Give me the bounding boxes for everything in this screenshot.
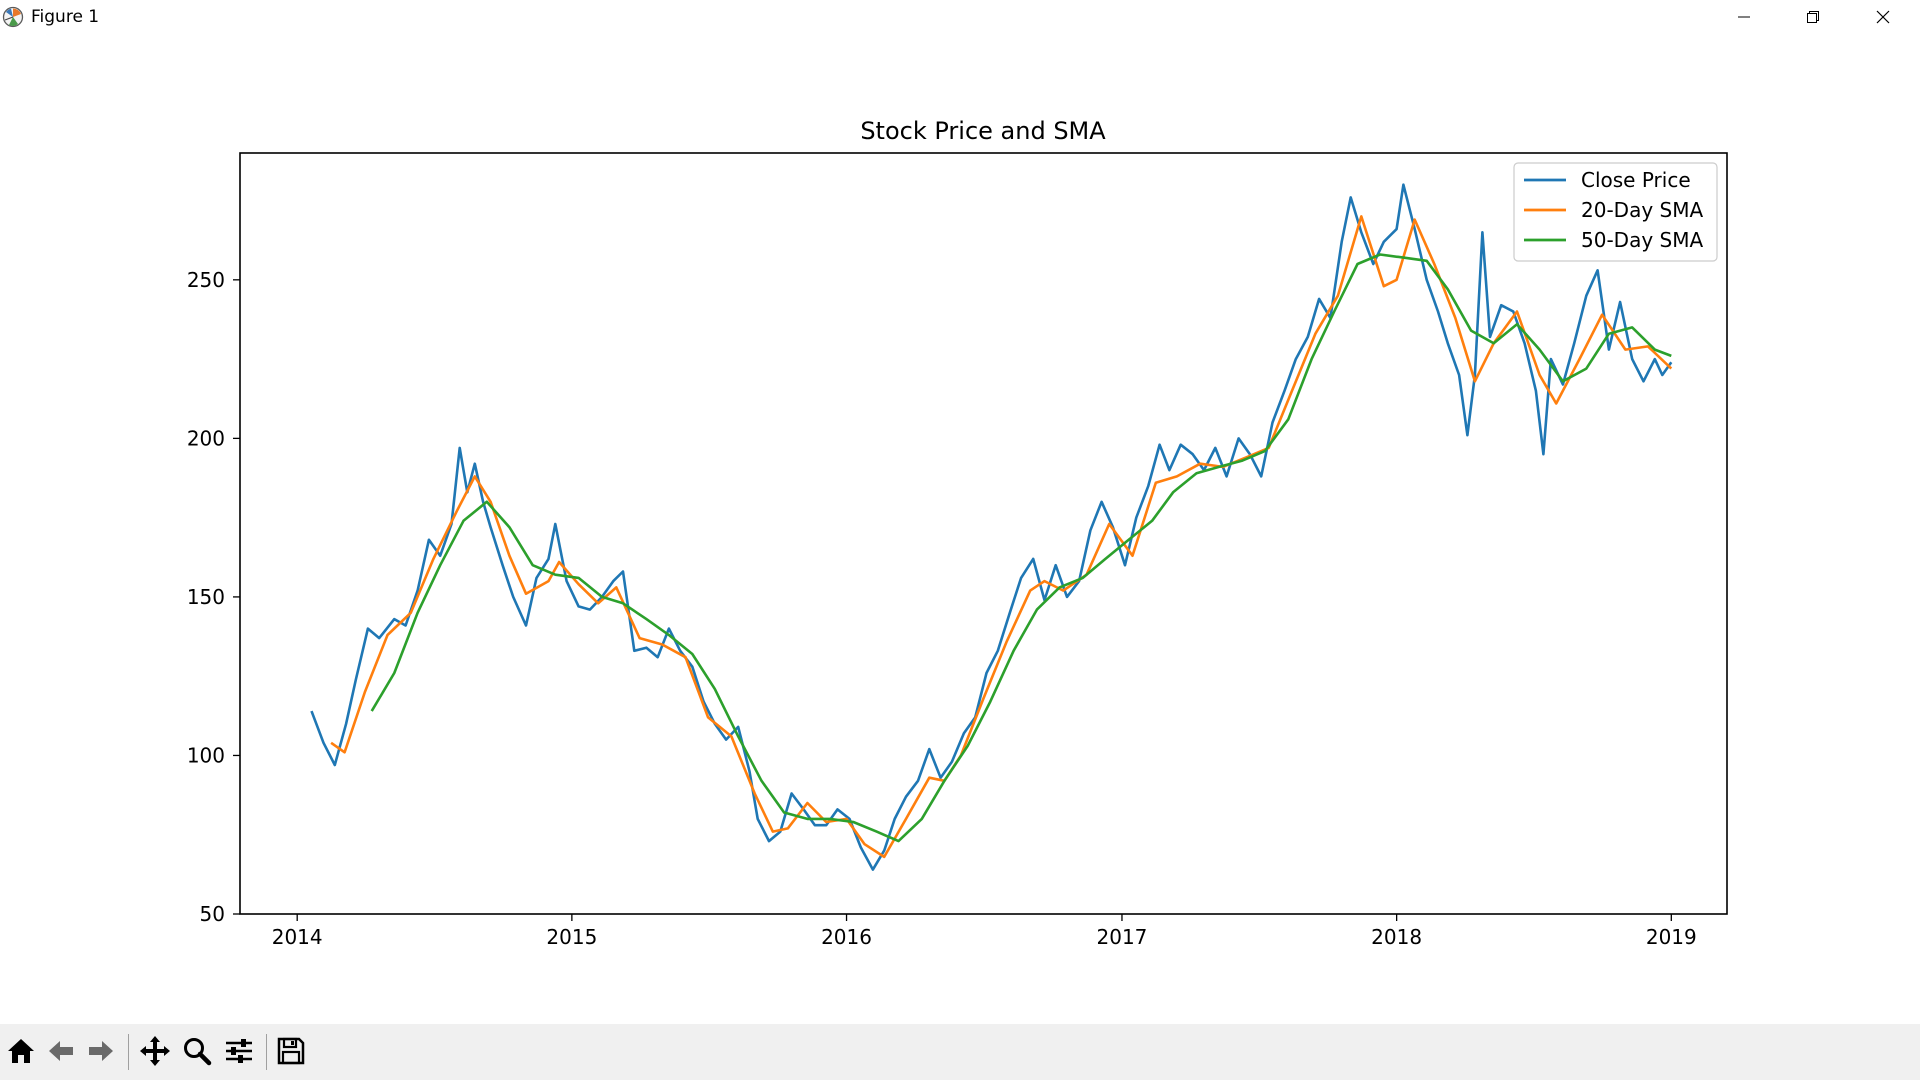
y-tick-label: 50: [200, 902, 225, 926]
y-tick-label: 250: [187, 268, 225, 292]
x-tick-label: 2016: [821, 925, 872, 949]
window-titlebar: Figure 1: [0, 0, 1920, 34]
legend-box: [1513, 162, 1718, 262]
maximize-button[interactable]: [1779, 0, 1847, 34]
chart-legend: Close Price 20-Day SMA 50-Day SMA: [1513, 162, 1718, 262]
close-icon: [1876, 10, 1890, 24]
legend-label: 20-Day SMA: [1581, 198, 1703, 222]
navigation-toolbar: [0, 1024, 1920, 1080]
y-tick-label: 200: [187, 426, 225, 450]
y-tick-label: 150: [187, 585, 225, 609]
x-tick-label: 2017: [1097, 925, 1148, 949]
legend-label: Close Price: [1581, 168, 1691, 192]
pan-icon: [140, 1036, 170, 1066]
y-tick-label: 100: [187, 743, 225, 767]
close-button[interactable]: [1849, 0, 1917, 34]
configure-subplots-icon: [226, 1039, 252, 1063]
home-icon: [8, 1039, 34, 1063]
chart-title: Stock Price and SMA: [860, 117, 1106, 145]
pan-button[interactable]: [138, 1034, 172, 1068]
forward-button[interactable]: [84, 1034, 118, 1068]
home-button[interactable]: [4, 1034, 38, 1068]
matplotlib-app-icon: [2, 6, 24, 28]
zoom-button[interactable]: [180, 1034, 214, 1068]
minimize-icon: [1738, 16, 1750, 18]
back-icon: [49, 1041, 73, 1061]
x-tick-label: 2018: [1371, 925, 1422, 949]
series-line-1: [310, 183, 1673, 871]
x-tick-label: 2019: [1646, 925, 1697, 949]
figure-canvas: Stock Price and SMA 2014 2015 2016 2017 2018…: [0, 34, 1920, 1024]
series-line-2: [330, 215, 1673, 859]
minimize-button[interactable]: [1710, 0, 1778, 34]
x-tick-label: 2014: [272, 925, 323, 949]
toolbar-separator: [266, 1034, 267, 1070]
toolbar-separator: [128, 1034, 129, 1070]
window-title: Figure 1: [31, 7, 100, 27]
forward-icon: [89, 1041, 113, 1061]
back-button[interactable]: [44, 1034, 78, 1068]
x-tick-label: 2015: [546, 925, 597, 949]
plot-frame: [239, 152, 1728, 915]
zoom-icon: [184, 1038, 212, 1066]
save-icon: [277, 1037, 305, 1065]
save-button[interactable]: [274, 1034, 308, 1068]
configure-subplots-button[interactable]: [222, 1034, 256, 1068]
restore-icon: [1807, 11, 1819, 23]
line-chart: Stock Price and SMA 2014 2015 2016 2017 2018…: [187, 117, 1728, 949]
legend-label: 50-Day SMA: [1581, 228, 1703, 252]
series-line-3: [370, 253, 1672, 843]
